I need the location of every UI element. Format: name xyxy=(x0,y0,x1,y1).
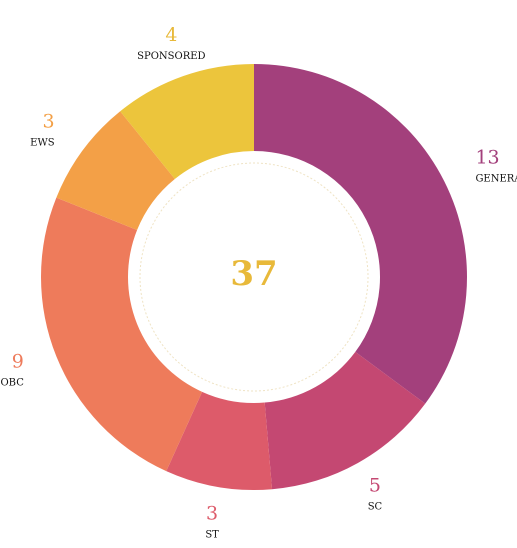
slice-value-sponsored: 4 xyxy=(165,24,177,46)
slice-value-st: 3 xyxy=(206,502,218,524)
slice-label-general: GENERAL xyxy=(475,173,517,184)
slice-label-obc: OBC xyxy=(0,377,24,388)
slice-general xyxy=(254,64,467,404)
slice-value-obc: 9 xyxy=(12,350,24,372)
slice-labels: 13 GENERAL 5 SC 3 ST 9 OBC 3 EWS 4 SPONSORED xyxy=(0,24,517,540)
slice-label-sc: SC xyxy=(368,502,383,513)
slice-sc xyxy=(264,351,426,490)
slice-st xyxy=(166,391,273,490)
slice-value-sc: 5 xyxy=(369,475,381,497)
slice-label-ews: EWS xyxy=(30,138,55,149)
slice-ews xyxy=(56,111,175,231)
slice-obc xyxy=(40,197,203,472)
slice-value-ews: 3 xyxy=(43,111,55,133)
total-count: 37 xyxy=(230,254,277,294)
slice-sponsored xyxy=(120,64,254,179)
slice-label-st: ST xyxy=(205,529,219,540)
slice-value-general: 13 xyxy=(475,146,499,168)
inner-guide-ring xyxy=(139,162,369,392)
donut-slices xyxy=(40,64,467,490)
slice-label-sponsored: SPONSORED xyxy=(137,51,205,62)
